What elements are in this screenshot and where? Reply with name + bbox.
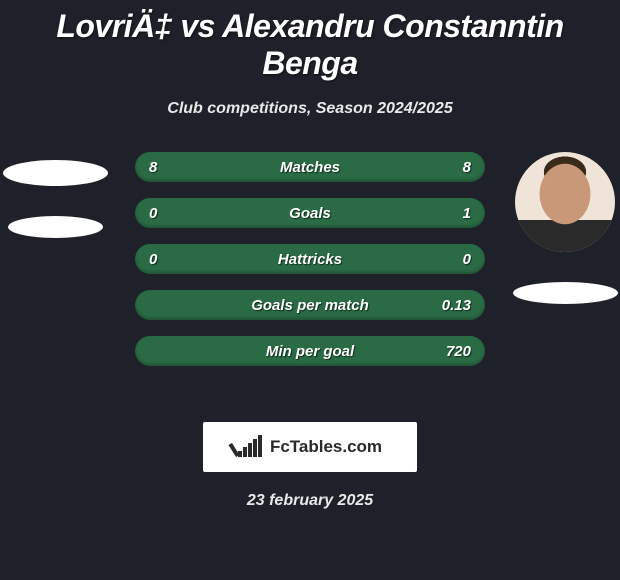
stat-left-value: 0	[149, 251, 189, 268]
stat-label: Min per goal	[266, 343, 354, 360]
player-left-name-placeholder	[8, 216, 103, 238]
player-right-name-placeholder	[513, 282, 618, 304]
logo-text: FcTables.com	[270, 437, 382, 457]
page-subtitle: Club competitions, Season 2024/2025	[20, 100, 600, 118]
stats-list: 8 Matches 8 0 Goals 1 0 Hattricks 0 Goal…	[135, 152, 485, 382]
player-left-avatar-placeholder	[3, 160, 108, 186]
page-title: LovriÄ‡ vs Alexandru Constanntin Benga	[20, 8, 600, 82]
stat-right-value: 0.13	[431, 297, 471, 314]
player-left	[0, 152, 110, 238]
stat-label: Goals	[289, 205, 331, 222]
fctables-logo-link[interactable]: FcTables.com	[203, 422, 417, 472]
stat-row-matches: 8 Matches 8	[135, 152, 485, 182]
stat-label: Hattricks	[278, 251, 342, 268]
bar-chart-icon	[238, 437, 264, 457]
stat-right-value: 720	[431, 343, 471, 360]
footer: FcTables.com 23 february 2025	[0, 422, 620, 510]
stat-row-goals: 0 Goals 1	[135, 198, 485, 228]
stat-left-value: 8	[149, 159, 189, 176]
comparison-area: 8 Matches 8 0 Goals 1 0 Hattricks 0 Goal…	[0, 152, 620, 412]
stat-right-value: 0	[431, 251, 471, 268]
stat-row-min-per-goal: Min per goal 720	[135, 336, 485, 366]
date-label: 23 february 2025	[0, 492, 620, 510]
stat-label: Goals per match	[251, 297, 369, 314]
avatar-face-icon	[515, 152, 615, 252]
stat-row-hattricks: 0 Hattricks 0	[135, 244, 485, 274]
header: LovriÄ‡ vs Alexandru Constanntin Benga C…	[0, 0, 620, 122]
player-right	[510, 152, 620, 304]
stat-row-goals-per-match: Goals per match 0.13	[135, 290, 485, 320]
player-right-avatar	[515, 152, 615, 252]
stat-label: Matches	[280, 159, 340, 176]
stat-right-value: 1	[431, 205, 471, 222]
stat-left-value: 0	[149, 205, 189, 222]
stat-right-value: 8	[431, 159, 471, 176]
